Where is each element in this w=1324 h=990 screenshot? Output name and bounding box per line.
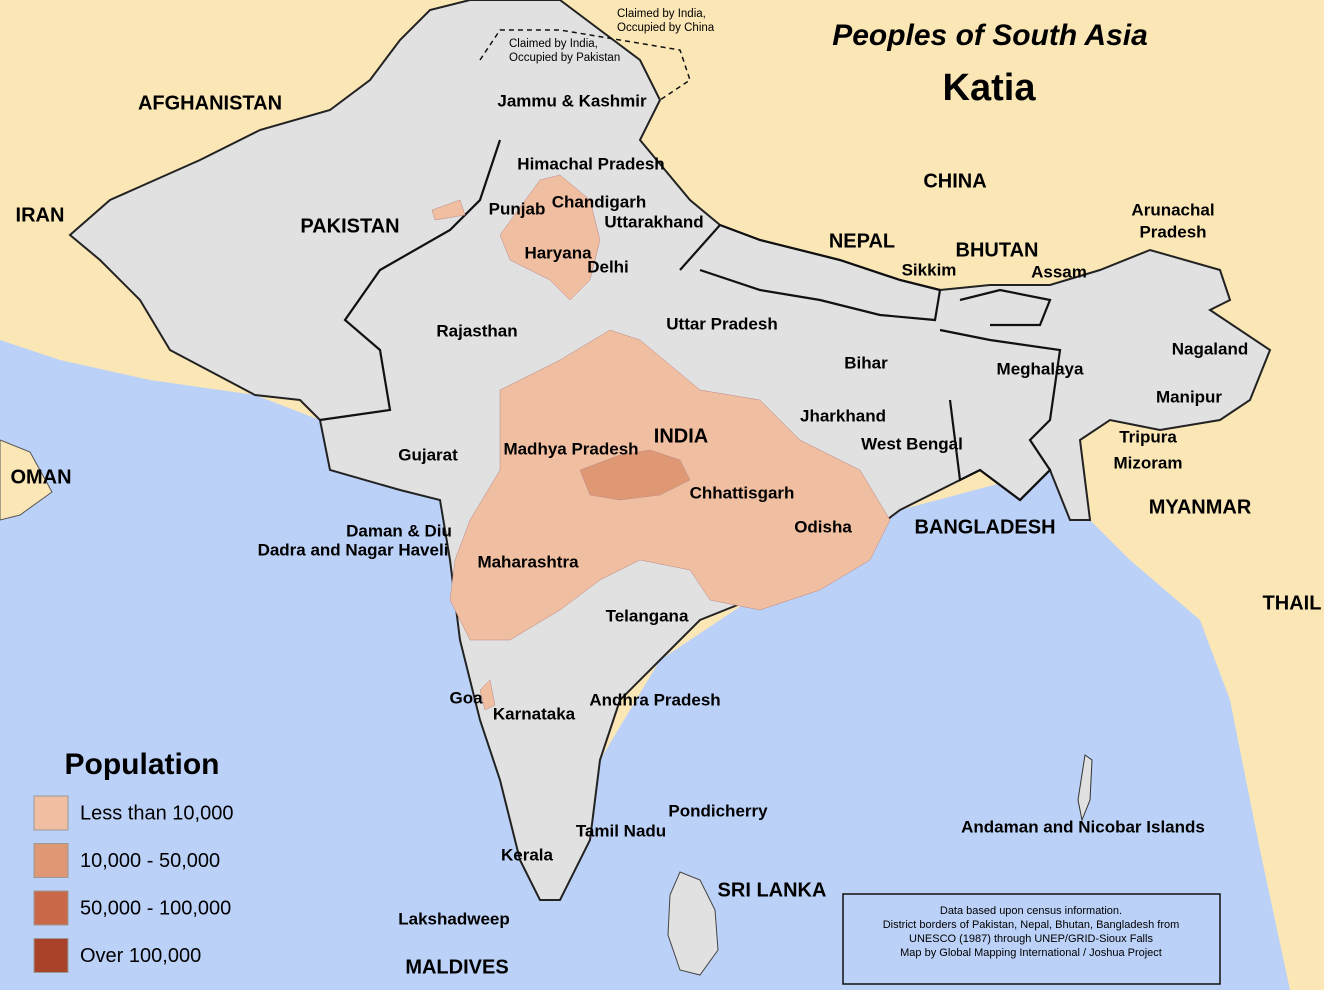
region-label: Bihar (844, 353, 888, 372)
note-line: UNESCO (1987) through UNEP/GRID-Sioux Fa… (909, 933, 1153, 945)
andaman-islands (1077, 754, 1093, 822)
region-label: Chhattisgarh (690, 483, 795, 502)
region-label: Jammu & Kashmir (497, 91, 647, 110)
region-label: Assam (1031, 262, 1087, 281)
bhutan-border (959, 288, 1052, 327)
country-label: CHINA (923, 170, 986, 192)
bangladesh-border (939, 328, 1062, 502)
country-label: MYANMAR (1149, 496, 1252, 518)
claim-label: Occupied by China (617, 22, 715, 34)
legend-swatch (33, 843, 69, 878)
note-line: Data based upon census information. (940, 905, 1122, 917)
oman (0, 439, 53, 521)
region-label: Uttarakhand (604, 212, 703, 231)
country-label: BHUTAN (956, 239, 1039, 261)
region-label: Uttar Pradesh (666, 314, 777, 333)
region-label: Punjab (489, 199, 546, 218)
district-highlight (499, 174, 601, 301)
nepal-border (679, 223, 942, 322)
region-label: West Bengal (861, 434, 963, 453)
country-label: NEPAL (829, 230, 895, 252)
country-label: THAIL (1263, 592, 1322, 614)
legend-swatch (33, 890, 69, 926)
claim-label: Claimed by India, (509, 38, 598, 50)
region-label: Kerala (501, 845, 554, 864)
region-label: Himachal Pradesh (517, 154, 664, 173)
region-label: Telangana (606, 606, 689, 625)
map-title: Peoples of South Asia (832, 19, 1148, 52)
legend-label: Less than 10,000 (80, 802, 233, 824)
legend-label: 10,000 - 50,000 (80, 850, 220, 872)
claim-label: Occupied by Pakistan (509, 52, 620, 64)
region-label: Andhra Pradesh (589, 690, 720, 709)
region-label: Manipur (1156, 387, 1222, 406)
region-label: Meghalaya (997, 359, 1084, 378)
borders (319, 29, 1062, 502)
region-label: Pondicherry (668, 801, 768, 820)
district-highlight (479, 679, 496, 711)
region-label: Delhi (587, 257, 629, 276)
region-label: Rajasthan (436, 321, 517, 340)
region-label: Mizoram (1114, 453, 1183, 472)
legend-title: Population (65, 748, 220, 781)
region-label: Haryana (524, 243, 592, 262)
region-label: Pradesh (1139, 222, 1206, 241)
country-label: AFGHANISTAN (138, 92, 282, 114)
region-label: Dadra and Nagar Haveli (258, 540, 449, 559)
country-label: IRAN (16, 204, 65, 226)
country-label: SRI LANKA (718, 879, 827, 901)
region-label: Goa (449, 688, 483, 707)
note-line: Map by Global Mapping International / Jo… (900, 947, 1162, 959)
legend-swatch (33, 938, 69, 973)
note-line: District borders of Pakistan, Nepal, Bhu… (883, 919, 1180, 931)
region-label: Jharkhand (800, 406, 886, 425)
legend-swatch (33, 795, 69, 831)
sri-lanka (667, 871, 719, 976)
note-box (842, 893, 1221, 985)
legend-label: 50,000 - 100,000 (80, 897, 231, 919)
region-label: Tamil Nadu (576, 821, 666, 840)
region-label: Odisha (794, 517, 852, 536)
region-label: Daman & Diu (346, 521, 452, 540)
map-subtitle: Katia (943, 67, 1037, 109)
sea (0, 340, 1290, 990)
region-label: Maharashtra (477, 552, 579, 571)
region-label: Chandigarh (552, 192, 646, 211)
region-label: Lakshadweep (398, 909, 510, 928)
legend-label: Over 100,000 (80, 945, 201, 967)
claim-line (479, 29, 691, 101)
claim-label: Claimed by India, (617, 8, 706, 20)
district-highlight (431, 199, 466, 221)
choropleth (431, 174, 891, 711)
india-pakistan-border (319, 139, 502, 422)
region-label: Madhya Pradesh (503, 439, 638, 458)
region-label: Gujarat (398, 445, 458, 464)
country-label: OMAN (10, 466, 71, 488)
country-label: PAKISTAN (300, 215, 399, 237)
country-label: INDIA (654, 425, 708, 447)
country-label: BANGLADESH (914, 516, 1055, 538)
region-label: Karnataka (493, 704, 576, 723)
region-label: Nagaland (1172, 339, 1249, 358)
region-label: Sikkim (902, 260, 957, 279)
district-highlight (579, 449, 691, 501)
region-label: Tripura (1119, 427, 1177, 446)
region-label: Andaman and Nicobar Islands (961, 817, 1205, 836)
country-label: MALDIVES (405, 956, 508, 978)
region-label: Arunachal (1131, 200, 1214, 219)
